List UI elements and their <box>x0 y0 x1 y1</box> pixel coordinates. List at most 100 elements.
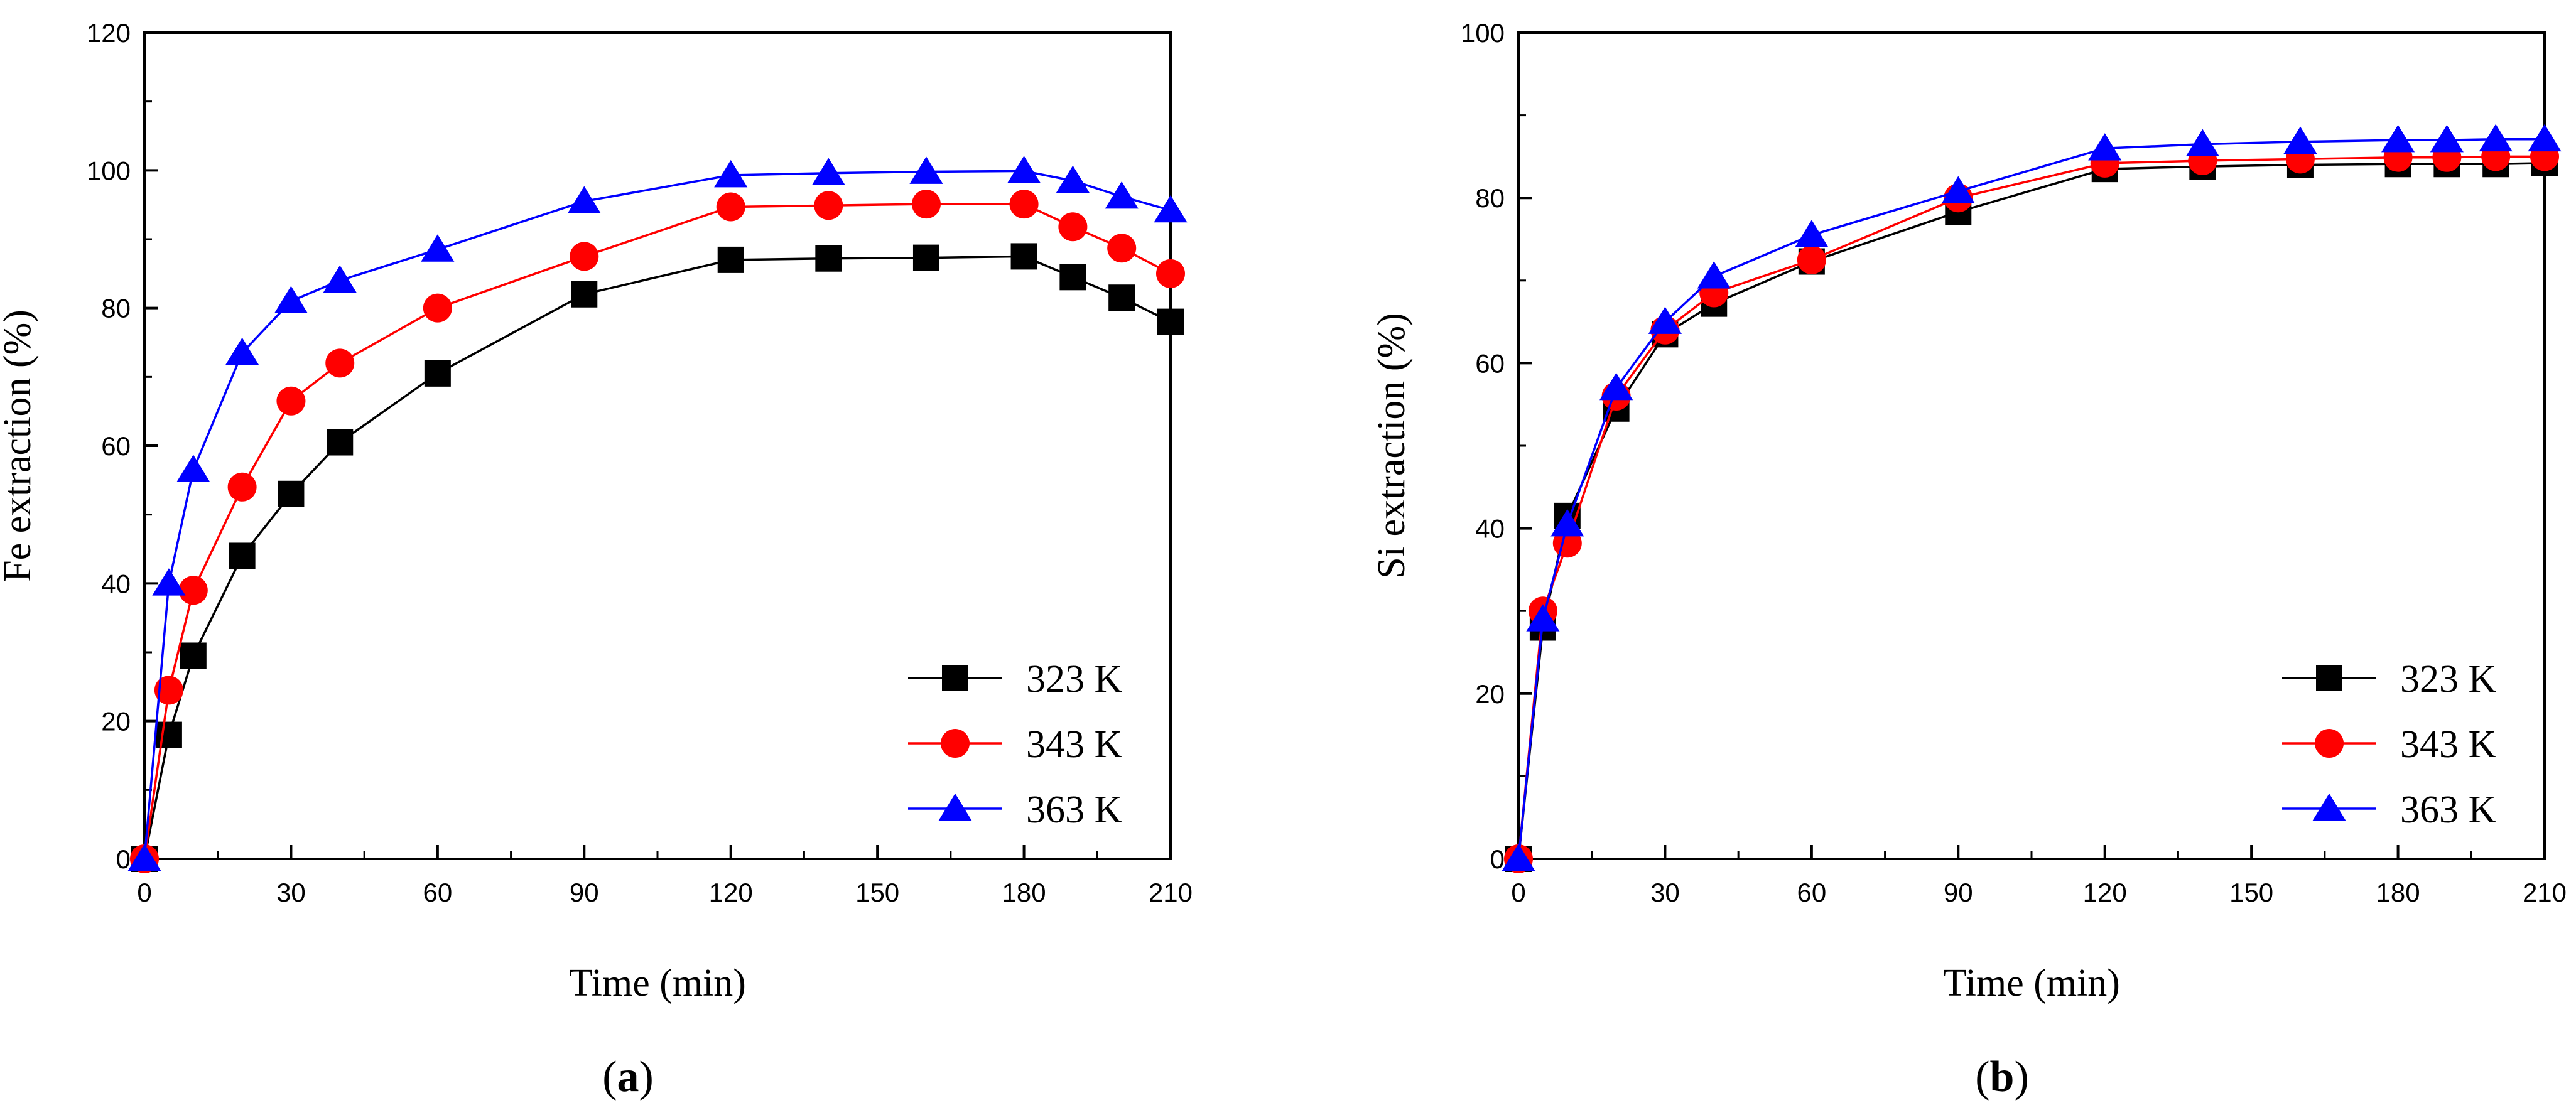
plot-frame <box>143 31 1172 860</box>
x-tick-label: 0 <box>1511 878 1525 907</box>
data-point <box>1058 212 1088 242</box>
data-point <box>912 244 939 271</box>
series-line-2 <box>143 170 1171 859</box>
data-point <box>1056 165 1090 193</box>
chart-b: 0 30 60 90 120 150 180 210 0 20 40 60 80 100 Time (min… <box>1370 18 2567 1101</box>
legend-marker <box>942 665 968 691</box>
data-point <box>1105 181 1139 209</box>
data-point <box>154 676 183 705</box>
legend-marker <box>938 793 972 821</box>
data-point <box>178 576 208 605</box>
x-tick-label: 120 <box>709 878 753 907</box>
data-point <box>327 429 354 456</box>
x-tick-label: 120 <box>2083 878 2127 907</box>
data-point <box>424 360 451 387</box>
data-point <box>1550 509 1584 537</box>
data-point <box>811 158 845 186</box>
data-point <box>229 542 256 569</box>
data-point <box>1502 843 1535 871</box>
y-tick-label: 40 <box>1475 514 1505 544</box>
y-tick-label: 0 <box>1490 844 1505 874</box>
x-axis-title: Time (min) <box>569 962 746 1004</box>
x-tick-label: 150 <box>855 878 899 907</box>
legend-label: 323 K <box>1026 658 1123 701</box>
data-point <box>911 190 941 219</box>
legend-label: 343 K <box>2400 723 2497 766</box>
legend-label: 323 K <box>2400 658 2497 701</box>
data-point <box>2283 126 2317 154</box>
data-point <box>1648 306 1682 334</box>
data-point <box>1007 156 1041 183</box>
x-tick-label: 30 <box>276 878 306 907</box>
data-point <box>1009 190 1039 219</box>
data-point <box>274 286 308 314</box>
x-tick-label: 180 <box>2376 878 2420 907</box>
x-tick-label: 180 <box>1002 878 1046 907</box>
data-point <box>2381 124 2415 153</box>
x-axis-title: Time (min) <box>1943 962 2120 1004</box>
x-tick-label: 210 <box>2523 878 2567 907</box>
data-point <box>716 192 745 222</box>
y-tick-label: 60 <box>1475 348 1505 378</box>
data-point <box>323 265 357 293</box>
data-point <box>815 245 842 272</box>
panel-label-letter: b <box>1990 1053 2015 1101</box>
series-line-2 <box>1517 138 2545 859</box>
y-axis-title: Si extraction (%) <box>1370 313 1413 579</box>
legend-marker <box>2315 729 2344 758</box>
data-point <box>2528 124 2562 152</box>
data-point <box>1941 176 1975 203</box>
panel-label-letter: a <box>617 1053 639 1101</box>
series-line-1 <box>1517 155 2545 859</box>
y-axis-title: Fe extraction (%) <box>0 310 39 582</box>
data-point <box>571 281 598 308</box>
data-point <box>1059 264 1086 291</box>
x-tick-label: 90 <box>570 878 599 907</box>
y-tick-label: 120 <box>87 18 131 48</box>
data-point <box>1108 284 1135 311</box>
panel-label: (a) <box>602 1053 654 1101</box>
data-point <box>567 186 601 214</box>
data-point <box>1156 259 1185 288</box>
x-tick-label: 30 <box>1650 878 1680 907</box>
legend-marker <box>2312 793 2346 821</box>
data-point <box>1795 220 1829 247</box>
data-point <box>909 156 943 184</box>
x-tick-label: 210 <box>1149 878 1193 907</box>
series-line-0 <box>1517 162 2545 859</box>
data-point <box>1010 243 1037 270</box>
data-point <box>180 642 207 669</box>
legend-marker <box>2316 665 2342 691</box>
panel-label-open: ( <box>1975 1053 1989 1101</box>
legend-label: 343 K <box>1026 723 1123 766</box>
data-point <box>1599 372 1633 401</box>
x-tick-label: 60 <box>423 878 452 907</box>
y-tick-label: 0 <box>116 844 131 874</box>
panel-label-open: ( <box>602 1053 617 1101</box>
y-tick-label: 40 <box>101 569 131 598</box>
x-tick-label: 0 <box>137 878 151 907</box>
data-point <box>1154 195 1188 223</box>
data-point <box>176 455 210 482</box>
data-point <box>155 721 182 748</box>
y-tick-label: 80 <box>1475 183 1505 213</box>
data-point <box>421 234 455 262</box>
y-tick-label: 100 <box>87 156 131 185</box>
y-tick-label: 20 <box>101 707 131 736</box>
x-tick-label: 90 <box>1944 878 1973 907</box>
data-point <box>1697 261 1731 289</box>
data-point <box>2088 133 2122 161</box>
data-point <box>814 191 843 220</box>
data-point <box>227 472 257 502</box>
data-point <box>717 246 744 273</box>
legend-label: 363 K <box>2400 789 2497 831</box>
series-line-0 <box>143 255 1171 859</box>
data-point <box>152 568 186 596</box>
data-point <box>278 480 305 507</box>
data-point <box>225 337 259 365</box>
data-point <box>2479 124 2513 152</box>
data-point <box>423 293 452 323</box>
data-point <box>1157 308 1184 335</box>
y-tick-label: 100 <box>1461 18 1505 48</box>
